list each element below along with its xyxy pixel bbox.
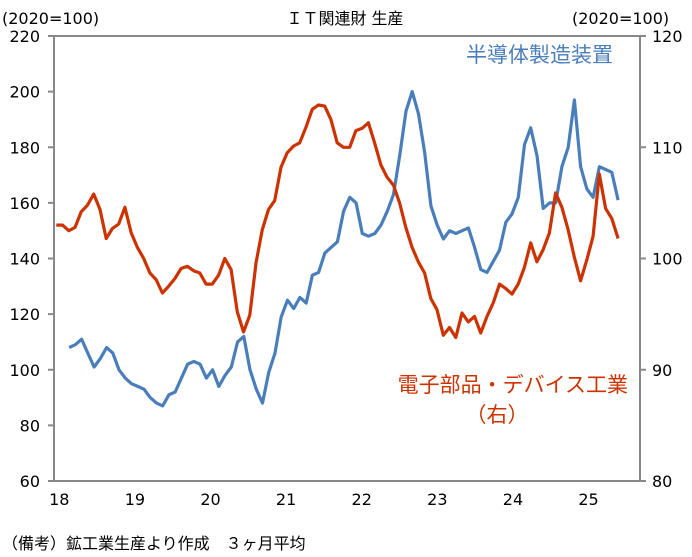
left-tick-label: 220 (9, 27, 40, 46)
left-tick-label: 200 (9, 83, 40, 102)
x-tick-label: 18 (49, 490, 69, 509)
right-tick-label: 90 (652, 361, 672, 380)
x-tick-label: 19 (125, 490, 145, 509)
left-tick-label: 160 (9, 194, 40, 213)
series-line-0 (68, 89, 620, 408)
left-tick-label: 180 (9, 138, 40, 157)
axis-ticks: 220 200 180 160 140 120 100 80 60 120 110 100 90 80 18… (9, 27, 682, 509)
right-tick-label: 110 (652, 138, 683, 157)
x-tick-label: 23 (427, 490, 447, 509)
legend-semiconductor-equipment: 半導体製造装置 (466, 43, 613, 67)
right-tick-label: 120 (652, 27, 683, 46)
left-axis-unit: (2020=100) (2, 9, 99, 28)
x-tick-label: 20 (200, 490, 220, 509)
x-tick-label: 25 (578, 490, 598, 509)
footer-note: （備考）鉱工業生産より作成 ３ヶ月平均 (2, 534, 306, 553)
series-lines (56, 89, 620, 408)
chart-title: ＩＴ関連財 生産 (286, 9, 403, 28)
x-tick-label: 24 (503, 490, 523, 509)
right-tick-label: 80 (652, 472, 672, 491)
left-tick-label: 120 (9, 305, 40, 324)
legend-electronic-parts: 電子部品・デバイス工業 (398, 373, 628, 397)
left-tick-label: 140 (9, 250, 40, 269)
left-tick-label: 60 (20, 472, 40, 491)
right-tick-label: 100 (652, 250, 683, 269)
legend-electronic-parts-axis-note: （右） (466, 403, 529, 427)
right-axis-unit: (2020=100) (572, 9, 669, 28)
x-tick-label: 22 (352, 490, 372, 509)
series-line-1 (56, 103, 620, 340)
left-tick-label: 100 (9, 361, 40, 380)
left-tick-label: 80 (20, 416, 40, 435)
x-tick-label: 21 (276, 490, 296, 509)
